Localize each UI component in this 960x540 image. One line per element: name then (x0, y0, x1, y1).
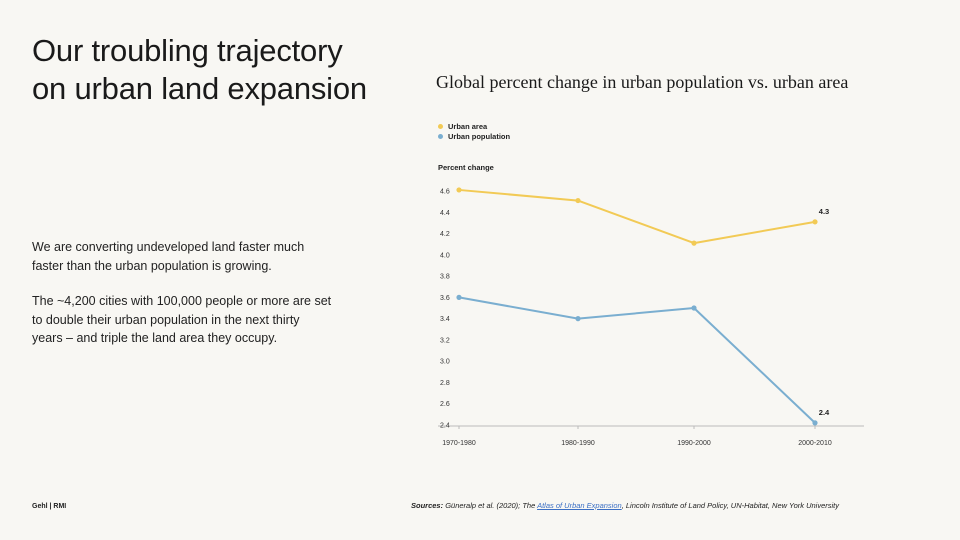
body-paragraph-1: We are converting undeveloped land faste… (32, 240, 305, 273)
body-paragraph-2: The ~4,200 cities with 100,000 people or… (32, 294, 332, 345)
y-tick-label: 3.6 (440, 295, 450, 302)
y-tick-label: 3.0 (440, 359, 450, 366)
legend-item-urban-area: Urban area (438, 121, 510, 131)
slide-title-line2: on urban land expansion (32, 71, 367, 106)
legend-dot-urban-population (438, 133, 443, 139)
y-tick-label: 3.8 (440, 274, 450, 281)
legend-item-urban-population: Urban population (438, 131, 510, 141)
data-label-urban-area: 4.3 (819, 207, 829, 216)
y-tick-label: 4.4 (440, 210, 450, 217)
body-text: We are converting undeveloped land faste… (32, 238, 332, 365)
footer-brand: Gehl | RMI (32, 503, 67, 510)
y-tick-label: 4.2 (440, 231, 450, 238)
data-point-urban-population (456, 294, 462, 300)
chart-title: Global percent change in urban populatio… (436, 72, 849, 92)
sources-label: Sources: (411, 501, 444, 510)
data-point-urban-area (575, 197, 581, 204)
chart-legend: Urban area Urban population (438, 121, 510, 141)
data-point-urban-area (691, 240, 697, 246)
slide-title-line1: Our troubling trajectory (32, 33, 343, 68)
sources-link[interactable]: Atlas of Urban Expansion (537, 501, 622, 510)
series-line-urban-population (458, 296, 816, 424)
y-tick-label: 4.6 (440, 189, 450, 196)
data-point-urban-population (575, 316, 581, 322)
x-tick-label: 1970-1980 (442, 440, 476, 447)
data-label-urban-population: 2.4 (819, 408, 830, 417)
data-point-urban-area (456, 187, 462, 193)
y-tick-label: 2.4 (440, 423, 450, 430)
legend-dot-urban-area (438, 123, 443, 129)
sources-note: Sources: Güneralp et al. (2020); The Atl… (411, 501, 881, 510)
y-tick-label: 3.2 (440, 337, 450, 344)
y-tick-label: 2.6 (440, 401, 450, 408)
sources-text-post: , Lincoln Institute of Land Policy, UN-H… (621, 501, 840, 510)
slide-title: Our troubling trajectory on urban land e… (32, 32, 412, 108)
y-axis-label: Percent change (438, 163, 494, 172)
y-tick-label: 3.4 (440, 316, 450, 323)
sources-text-pre: Güneralp et al. (2020); The (443, 501, 538, 510)
x-tick-label: 1980-1990 (561, 440, 595, 447)
x-tick-label: 2000-2010 (798, 440, 832, 447)
y-tick-label: 2.8 (440, 380, 450, 387)
legend-label-urban-area: Urban area (448, 121, 488, 131)
data-point-urban-population (812, 420, 818, 426)
legend-label-urban-population: Urban population (448, 131, 511, 141)
y-tick-label: 4.0 (440, 252, 450, 259)
x-tick-label: 1990-2000 (677, 440, 711, 447)
data-point-urban-area (812, 219, 818, 225)
data-point-urban-population (691, 305, 697, 311)
series-line-urban-area (458, 188, 816, 245)
